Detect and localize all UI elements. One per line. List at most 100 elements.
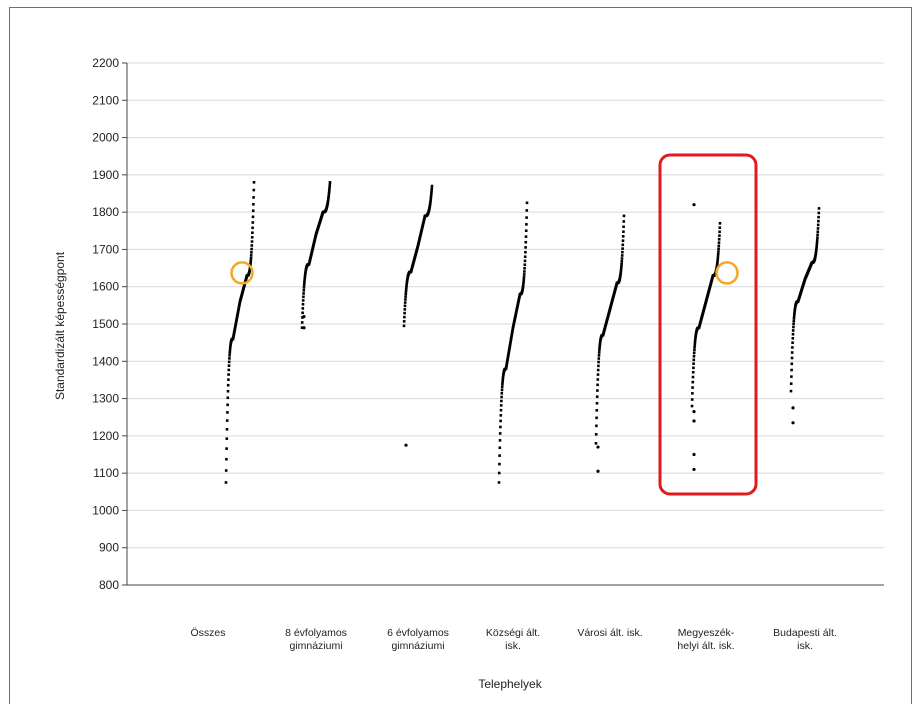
data-point <box>598 340 602 344</box>
data-point <box>815 241 819 245</box>
data-point <box>620 262 623 266</box>
data-point <box>327 190 331 193</box>
data-point <box>715 264 719 268</box>
outlier-point <box>692 467 696 472</box>
data-point <box>501 382 504 386</box>
x-tick-label-line: Összes <box>190 627 225 639</box>
outlier-point <box>596 469 600 473</box>
data-point <box>404 290 408 293</box>
data-point <box>692 366 695 370</box>
data-point <box>692 351 696 355</box>
data-point <box>716 252 720 256</box>
data-point <box>225 437 229 440</box>
data-point <box>790 368 793 372</box>
data-point <box>817 219 820 223</box>
data-point <box>716 261 719 264</box>
series-category-3 <box>402 184 434 447</box>
data-point <box>226 389 230 393</box>
data-point <box>228 346 232 350</box>
outlier-point <box>692 410 696 414</box>
data-point <box>595 395 599 398</box>
y-tick-label: 1500 <box>92 317 119 331</box>
outlier-point <box>692 452 696 457</box>
data-point <box>225 428 229 431</box>
data-point <box>303 274 307 278</box>
data-point <box>500 399 503 403</box>
data-point <box>814 249 818 253</box>
data-point <box>327 193 331 197</box>
data-point <box>403 315 406 319</box>
data-point <box>227 373 230 376</box>
annotations <box>230 153 758 496</box>
outlier-point <box>302 326 306 330</box>
data-point <box>405 282 409 285</box>
data-point <box>793 308 797 312</box>
data-point <box>404 292 408 296</box>
data-point <box>252 188 256 192</box>
outlier-point <box>692 419 696 423</box>
data-point <box>499 425 502 429</box>
data-point <box>430 189 433 193</box>
data-point <box>791 337 795 340</box>
data-point <box>596 368 600 372</box>
data-point <box>792 314 796 318</box>
data-point <box>402 320 406 323</box>
data-point <box>225 419 229 422</box>
data-point <box>326 199 330 203</box>
outlier-point <box>404 443 408 447</box>
x-tick-label: Megyeszék-helyi ált. isk. <box>677 627 734 652</box>
data-point <box>524 229 528 232</box>
x-tick-label-line: Városi ált. isk. <box>577 627 642 639</box>
data-point <box>430 184 434 188</box>
data-point <box>717 247 720 251</box>
data-point <box>790 351 794 354</box>
data-point <box>789 389 793 393</box>
data-point <box>792 317 796 320</box>
data-point <box>715 262 719 266</box>
y-tick-label: 800 <box>99 578 119 592</box>
data-point <box>226 411 229 414</box>
data-point <box>718 226 722 229</box>
data-point <box>791 329 795 332</box>
data-point <box>693 341 697 344</box>
data-point <box>790 375 793 378</box>
data-point <box>691 375 695 379</box>
data-point <box>250 251 253 254</box>
data-point <box>595 409 599 412</box>
data-point <box>500 392 504 395</box>
data-point <box>226 396 230 400</box>
data-point <box>792 325 795 329</box>
outlier-point <box>791 421 795 425</box>
y-axis-title: Standardizált képességpont <box>53 251 67 400</box>
data-point <box>692 362 695 365</box>
data-point <box>228 357 231 360</box>
data-point <box>227 364 231 367</box>
data-point <box>596 373 600 376</box>
data-point <box>224 481 228 484</box>
data-point <box>524 235 528 238</box>
data-point <box>501 376 505 379</box>
data-point <box>249 261 252 265</box>
x-tick-label: Városi ált. isk. <box>577 627 642 639</box>
data-point <box>428 203 432 207</box>
x-tick-label-line: Megyeszék- <box>678 627 735 639</box>
data-point <box>717 244 721 248</box>
data-point <box>524 246 527 249</box>
data-point <box>690 398 694 401</box>
data-point <box>327 195 330 199</box>
x-tick-label-line: helyi ált. isk. <box>677 640 734 652</box>
data-point <box>817 207 821 210</box>
data-point <box>598 342 602 345</box>
data-point <box>302 283 306 287</box>
y-tick-label: 1600 <box>92 280 119 294</box>
highlight-box <box>658 153 758 496</box>
data-point <box>815 247 818 251</box>
data-point <box>501 378 505 381</box>
data-point <box>228 351 232 354</box>
data-point <box>694 335 697 339</box>
data-point <box>250 247 253 251</box>
data-point <box>300 321 304 324</box>
series-category-1 <box>224 181 256 484</box>
data-point <box>521 284 525 287</box>
